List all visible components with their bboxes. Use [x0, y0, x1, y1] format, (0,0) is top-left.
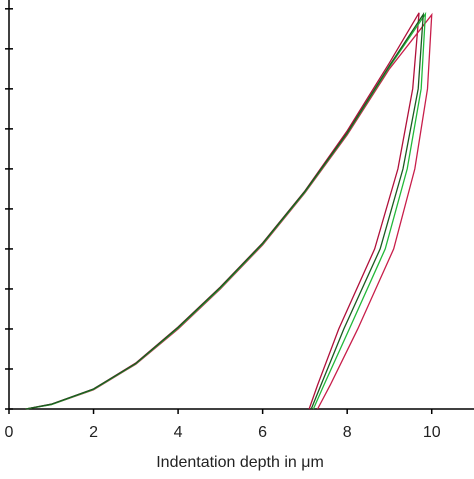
x-axis-title: Indentation depth in μm [156, 454, 324, 471]
x-tick-label: 6 [258, 424, 267, 441]
curve [25, 12, 420, 410]
curve [25, 12, 433, 410]
curve [25, 11, 425, 410]
x-tick-label: 4 [174, 424, 183, 441]
x-tick-label: 2 [89, 424, 98, 441]
x-tick-label: 8 [343, 424, 352, 441]
x-tick-label: 10 [423, 424, 441, 441]
x-tick-label: 0 [5, 424, 14, 441]
curve [25, 11, 427, 410]
